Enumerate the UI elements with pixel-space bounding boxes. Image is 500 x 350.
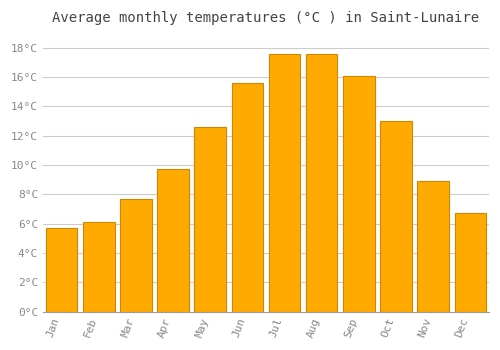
Bar: [83, 222, 114, 312]
Bar: [418, 181, 449, 312]
Bar: [306, 54, 338, 312]
Bar: [454, 214, 486, 312]
Bar: [120, 199, 152, 312]
Bar: [380, 121, 412, 312]
Bar: [194, 127, 226, 312]
Bar: [232, 83, 263, 312]
Bar: [268, 54, 300, 312]
Bar: [157, 169, 189, 312]
Title: Average monthly temperatures (°C ) in Saint-Lunaire: Average monthly temperatures (°C ) in Sa…: [52, 11, 480, 25]
Bar: [343, 76, 374, 312]
Bar: [46, 228, 78, 312]
